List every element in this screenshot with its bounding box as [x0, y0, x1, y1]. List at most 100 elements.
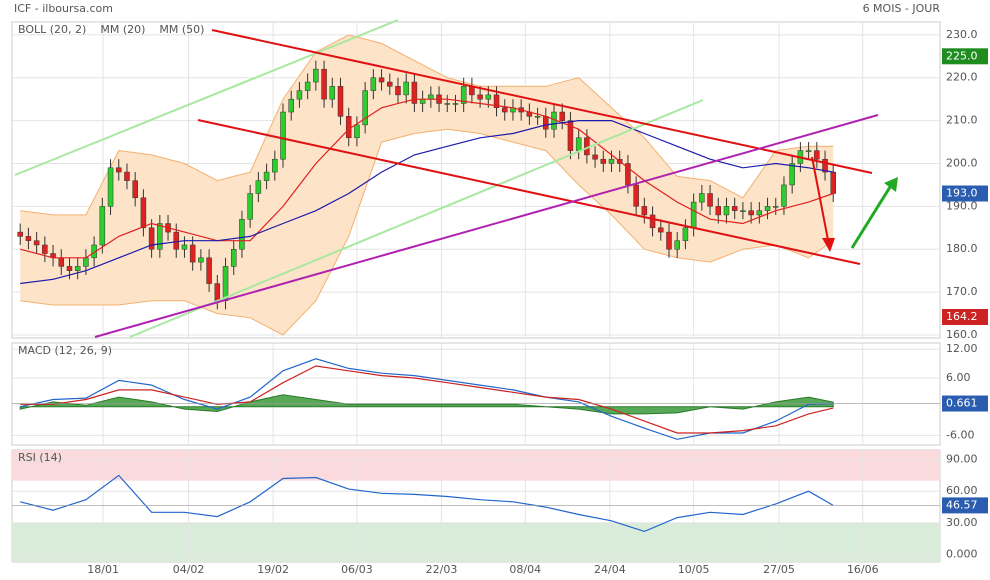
y-tick-label: 230.0 — [946, 28, 978, 41]
candle-body — [764, 206, 771, 211]
candle-body — [222, 266, 229, 301]
candle-body — [731, 206, 738, 211]
x-tick-label: 08/04 — [509, 563, 541, 576]
indicator-line — [20, 120, 834, 285]
indicator-line — [20, 474, 834, 533]
legend-entry: MACD (12, 26, 9) — [18, 344, 112, 357]
candle-body — [66, 266, 73, 271]
y-tick-label: -6.00 — [946, 428, 974, 441]
candle-body — [99, 206, 106, 246]
price-box-label: 46.57 — [946, 498, 978, 511]
x-tick-label: 10/05 — [678, 563, 710, 576]
y-tick-label: 200.0 — [946, 156, 978, 169]
y-tick-label: 6.00 — [946, 371, 971, 384]
y-tick-label: 220.0 — [946, 71, 978, 84]
candle-body — [181, 244, 188, 250]
candle-body — [501, 107, 508, 113]
y-tick-label: 90.00 — [946, 453, 978, 466]
y-tick-label: 30.00 — [946, 516, 978, 529]
candle-body — [723, 206, 730, 216]
candle-body — [592, 154, 598, 160]
candle-body — [485, 94, 492, 100]
candle-body — [666, 231, 672, 250]
candle-body — [280, 111, 286, 160]
price-box-label: 193.0 — [946, 187, 978, 200]
y-tick-label: 160.0 — [946, 328, 978, 341]
candle-body — [559, 111, 565, 121]
candle-body — [25, 236, 32, 241]
bollinger-fill — [20, 34, 834, 336]
indicator-line — [20, 358, 834, 440]
indicator-line — [20, 365, 834, 434]
y-tick-label: 0.000 — [946, 548, 978, 561]
candle-body — [230, 248, 237, 267]
candle-body — [822, 158, 828, 173]
candle-body — [173, 231, 179, 250]
candle-body — [477, 94, 483, 100]
candle-body — [814, 150, 820, 160]
candle-body — [682, 227, 689, 241]
candle-body — [715, 206, 722, 216]
candle-body — [641, 206, 648, 216]
candle-body — [575, 137, 582, 151]
candle-body — [534, 116, 541, 118]
candle-body — [740, 210, 746, 212]
candle-body — [789, 163, 795, 186]
candle-body — [411, 81, 418, 104]
candle-body — [321, 68, 327, 100]
candle-body — [337, 86, 344, 117]
candle-body — [707, 193, 713, 207]
candle-body — [148, 227, 155, 250]
y-tick-label: 190.0 — [946, 199, 978, 212]
price-box — [942, 308, 988, 325]
candle-body — [189, 244, 196, 263]
candle-body — [674, 240, 680, 250]
candle-body — [206, 257, 212, 284]
candle-body — [452, 103, 459, 105]
candle-body — [107, 167, 114, 207]
zone — [12, 522, 940, 562]
price-box — [942, 185, 988, 202]
candle-body — [132, 180, 138, 199]
candle-body — [33, 240, 40, 246]
price-box-label: 225.0 — [946, 49, 978, 62]
candle-body — [781, 184, 787, 207]
x-tick-label: 22/03 — [426, 563, 458, 576]
candle-body — [830, 171, 836, 194]
candle-body — [378, 77, 385, 83]
candle-body — [493, 94, 500, 109]
candle-body — [608, 158, 615, 164]
candle-body — [658, 227, 664, 233]
candle-body — [600, 158, 607, 164]
candle-body — [649, 214, 656, 229]
candle-body — [17, 231, 23, 237]
candle-body — [74, 266, 81, 271]
candle-body — [805, 150, 812, 152]
zone — [12, 450, 940, 481]
price-box — [942, 48, 988, 65]
macd-histogram — [19, 394, 834, 415]
period: 6 MOIS - JOUR — [863, 2, 941, 15]
candle-body — [419, 98, 426, 104]
x-tick-label: 06/03 — [341, 563, 373, 576]
candle-body — [428, 94, 434, 100]
candle-body — [773, 206, 779, 208]
candle-body — [247, 193, 253, 220]
candle-body — [748, 210, 754, 216]
legend-entry: MM (50) — [159, 23, 204, 36]
drawings — [14, 19, 898, 338]
candle-body — [345, 116, 352, 139]
price-box-label: 0.661 — [946, 397, 978, 410]
price-box — [942, 497, 988, 514]
candle-body — [354, 124, 360, 139]
candle-body — [387, 81, 393, 87]
price-box-label: 164.2 — [946, 310, 978, 323]
candle-body — [140, 197, 147, 229]
candle-body — [543, 116, 549, 130]
candle-body — [255, 180, 262, 194]
candle-body — [272, 158, 278, 173]
candle-body — [239, 218, 245, 250]
panel-frame — [11, 342, 941, 446]
candle-body — [296, 90, 303, 100]
legend-entry: RSI (14) — [18, 451, 62, 464]
